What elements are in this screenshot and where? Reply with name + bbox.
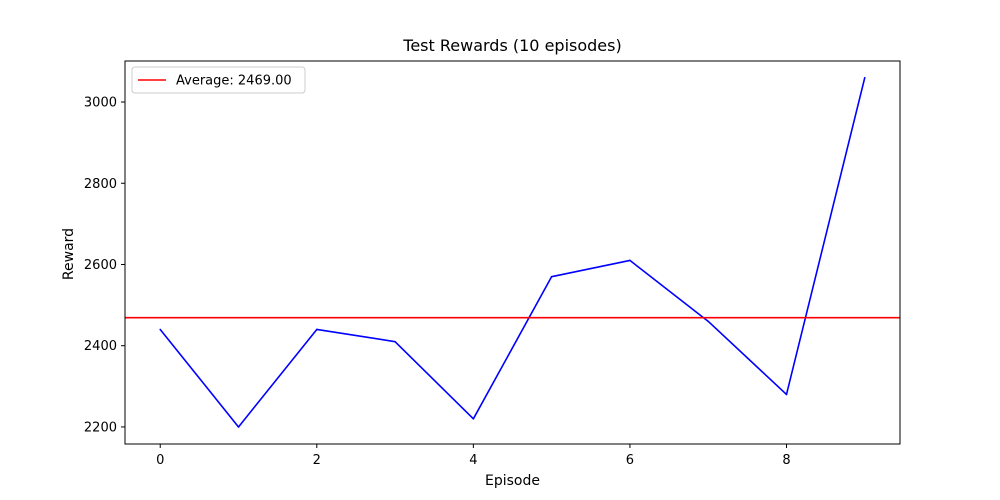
series-line-0 (159, 77, 866, 428)
data-point-0-6 (629, 259, 631, 262)
x-tick-label: 2 (313, 453, 321, 468)
x-tick-label: 0 (156, 453, 164, 468)
y-tick-label: 2400 (84, 339, 117, 354)
y-tick-label: 2200 (84, 420, 117, 435)
legend-box (131, 66, 306, 94)
y-tick-label: 3000 (84, 96, 117, 111)
legend-label: Average: 2469.00 (176, 74, 292, 89)
data-point-0-7 (707, 320, 710, 323)
x-tick-label: 4 (469, 453, 477, 468)
x-tick-label: 6 (626, 453, 634, 468)
data-point-0-4 (472, 418, 475, 420)
data-point-0-5 (550, 275, 553, 278)
plot-frame (124, 60, 901, 445)
y-axis: 2200 2400 2600 2800 3000 (84, 96, 125, 435)
x-tick-label: 8 (782, 453, 790, 468)
data-point-0-1 (237, 426, 240, 428)
data-point-0-2 (315, 328, 318, 331)
data-point-0-3 (394, 340, 396, 343)
data-point-0-9 (863, 76, 866, 79)
data-point-0-0 (159, 328, 162, 331)
plot-area (125, 76, 900, 428)
y-tick-label: 2800 (84, 177, 117, 192)
x-axis: 0 2 4 6 8 (156, 444, 791, 468)
legend: Average: 2469.00 (131, 66, 306, 94)
y-tick-label: 2600 (84, 258, 117, 273)
chart-title: Test Rewards (10 episodes) (402, 36, 621, 55)
y-axis-label: Reward (61, 228, 77, 280)
x-axis-label: Episode (485, 473, 540, 489)
data-point-0-8 (785, 393, 788, 396)
